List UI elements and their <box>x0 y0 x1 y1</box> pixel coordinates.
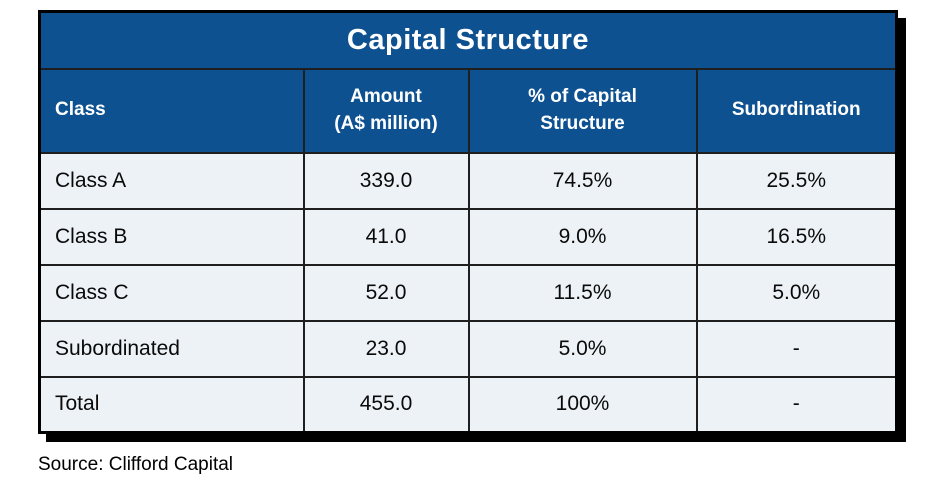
cell-class: Class A <box>38 151 305 210</box>
cell-subordination: - <box>695 319 898 378</box>
cell-amount: 41.0 <box>302 207 470 266</box>
table-row-total: Total 455.0 100% - <box>38 375 898 434</box>
cell-subordination: - <box>695 375 898 434</box>
column-header-amount: Amount (A$ million) <box>302 67 470 154</box>
cell-amount: 52.0 <box>302 263 470 322</box>
cell-amount: 455.0 <box>302 375 470 434</box>
cell-subordination: 5.0% <box>695 263 898 322</box>
table-row-class-c: Class C 52.0 11.5% 5.0% <box>38 263 898 322</box>
header-row: Class Amount (A$ million) % of Capital S… <box>38 67 898 154</box>
column-header-subordination: Subordination <box>695 67 898 154</box>
column-header-pct-capital: % of Capital Structure <box>467 67 698 154</box>
cell-pct-capital: 100% <box>467 375 698 434</box>
cell-class: Class B <box>38 207 305 266</box>
title-row: Capital Structure <box>38 10 898 70</box>
table-row-class-a: Class A 339.0 74.5% 25.5% <box>38 151 898 210</box>
cell-pct-capital: 11.5% <box>467 263 698 322</box>
cell-subordination: 25.5% <box>695 151 898 210</box>
cell-pct-capital: 74.5% <box>467 151 698 210</box>
capital-structure-table: Capital Structure Class Amount (A$ milli… <box>38 10 898 434</box>
cell-pct-capital: 9.0% <box>467 207 698 266</box>
cell-amount: 23.0 <box>302 319 470 378</box>
cell-class: Subordinated <box>38 319 305 378</box>
cell-amount: 339.0 <box>302 151 470 210</box>
table-row-subordinated: Subordinated 23.0 5.0% - <box>38 319 898 378</box>
capital-structure-table-container: Capital Structure Class Amount (A$ milli… <box>38 10 898 434</box>
cell-class: Total <box>38 375 305 434</box>
cell-class: Class C <box>38 263 305 322</box>
table-row-class-b: Class B 41.0 9.0% 16.5% <box>38 207 898 266</box>
column-header-class: Class <box>38 67 305 154</box>
table-title: Capital Structure <box>38 10 898 70</box>
source-note: Source: Clifford Capital <box>38 454 234 475</box>
cell-subordination: 16.5% <box>695 207 898 266</box>
cell-pct-capital: 5.0% <box>467 319 698 378</box>
